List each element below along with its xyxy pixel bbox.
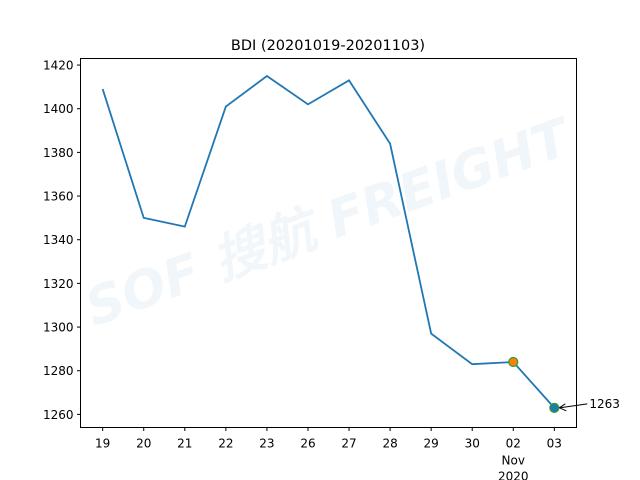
watermark-text: SOF 搜航 FREIGHT <box>78 107 581 339</box>
highlight-point-marker <box>549 402 560 413</box>
y-tick-label: 1380 <box>43 146 74 160</box>
y-tick-label: 1280 <box>43 364 74 378</box>
annotation-arrow-line <box>559 403 588 409</box>
x-tick-label: 29 <box>424 437 439 451</box>
x-tick-label: 27 <box>341 437 356 451</box>
y-tick-label: 1320 <box>43 277 74 291</box>
plot-frame <box>80 58 577 428</box>
x-tick-label: 28 <box>382 437 397 451</box>
y-tick-label: 1340 <box>43 233 74 247</box>
highlight-point-marker <box>508 356 519 368</box>
x-tick-label: 30 <box>465 437 480 451</box>
bdi-series-line <box>101 74 555 409</box>
y-tick-label: 1420 <box>43 59 74 73</box>
y-tick-label: 1300 <box>43 321 74 335</box>
x-tick-label: 23 <box>259 437 274 451</box>
watermark: SOF 搜航 FREIGHT <box>78 107 581 339</box>
annotation-arrow-head <box>559 403 567 412</box>
x-sublabel: Nov <box>502 454 525 468</box>
x-tick-label: 03 <box>547 437 562 451</box>
x-tick-label: 02 <box>506 437 521 451</box>
y-tick-label: 1400 <box>43 102 74 116</box>
x-tick-label: 19 <box>95 437 110 451</box>
x-tick-label: 20 <box>136 437 151 451</box>
x-tick-label: 21 <box>177 437 192 451</box>
y-tick-label: 1260 <box>43 408 74 422</box>
x-tick-label: 26 <box>300 437 315 451</box>
x-sublabel: 2020 <box>498 470 529 480</box>
annotation-label: 1263 <box>589 397 620 411</box>
x-tick-label: 22 <box>218 437 233 451</box>
chart-title: BDI (20201019-20201103) <box>231 38 425 54</box>
y-tick-label: 1360 <box>43 190 74 204</box>
